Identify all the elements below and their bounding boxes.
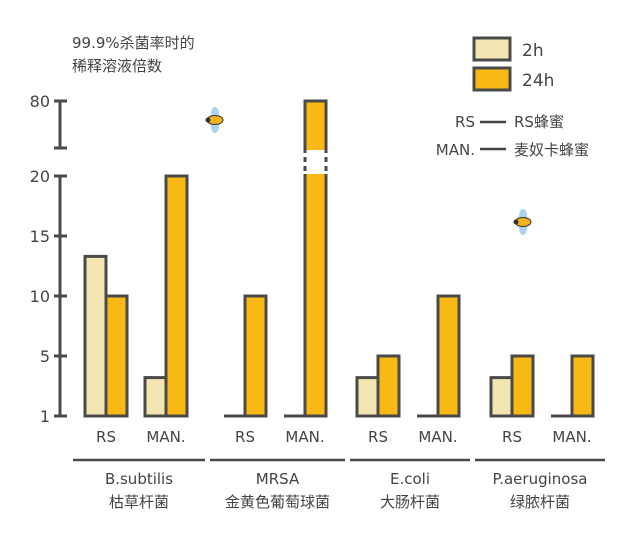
bar-24h bbox=[376, 354, 401, 418]
abbr-rs-meaning: RS蜂蜜 bbox=[514, 113, 564, 131]
bee-icon bbox=[513, 209, 532, 235]
group-label: E.coli bbox=[390, 470, 430, 488]
category-label: RS bbox=[502, 428, 522, 446]
bar-2h bbox=[355, 376, 380, 418]
bar-24h bbox=[164, 174, 189, 418]
bar-24h bbox=[570, 354, 595, 418]
bar-2h bbox=[143, 376, 168, 418]
category-label: RS bbox=[96, 428, 116, 446]
group-label: B.subtilis bbox=[105, 470, 173, 488]
y-title-line-2: 稀释溶液倍数 bbox=[72, 57, 162, 75]
bar-24h bbox=[436, 294, 461, 418]
legend-swatch-24h bbox=[472, 66, 512, 92]
group-label-cn: 绿脓杆菌 bbox=[510, 493, 570, 511]
bar-2h bbox=[489, 376, 514, 418]
legend-label-24h: 24h bbox=[522, 71, 554, 91]
group-label: P.aeruginosa bbox=[493, 470, 588, 488]
y-tick-label: 10 bbox=[30, 287, 50, 306]
y-tick-label: 20 bbox=[30, 167, 50, 186]
group-label-cn: 枯草杆菌 bbox=[109, 493, 169, 511]
bee-icon bbox=[205, 107, 224, 133]
category-label: MAN. bbox=[552, 428, 591, 446]
y-tick-label: 5 bbox=[40, 347, 50, 366]
y-title-line-1: 99.9%杀菌率时的 bbox=[72, 34, 195, 52]
bar-break bbox=[303, 150, 328, 174]
group-label: MRSA bbox=[256, 470, 300, 488]
group-label-cn: 大肠杆菌 bbox=[380, 493, 440, 511]
group-label-cn: 金黄色葡萄球菌 bbox=[225, 493, 330, 511]
legend-swatch-2h bbox=[472, 36, 512, 62]
bar-24h bbox=[243, 294, 268, 418]
bar-2h bbox=[83, 254, 108, 418]
category-label: RS bbox=[368, 428, 388, 446]
abbr-man: MAN. bbox=[436, 141, 475, 159]
bar-24h bbox=[510, 354, 535, 418]
category-label: MAN. bbox=[146, 428, 185, 446]
abbr-rs: RS bbox=[455, 113, 475, 131]
abbr-man-meaning: 麦奴卡蜂蜜 bbox=[514, 141, 589, 159]
category-label: MAN. bbox=[285, 428, 324, 446]
category-label: RS bbox=[235, 428, 255, 446]
bar-24h bbox=[104, 294, 129, 418]
y-tick-label: 15 bbox=[30, 227, 50, 246]
y-tick-label: 80 bbox=[30, 92, 50, 111]
category-label: MAN. bbox=[418, 428, 457, 446]
y-tick-label: 1 bbox=[40, 407, 50, 426]
bar-24h bbox=[303, 99, 328, 418]
legend-label-2h: 2h bbox=[522, 41, 544, 61]
